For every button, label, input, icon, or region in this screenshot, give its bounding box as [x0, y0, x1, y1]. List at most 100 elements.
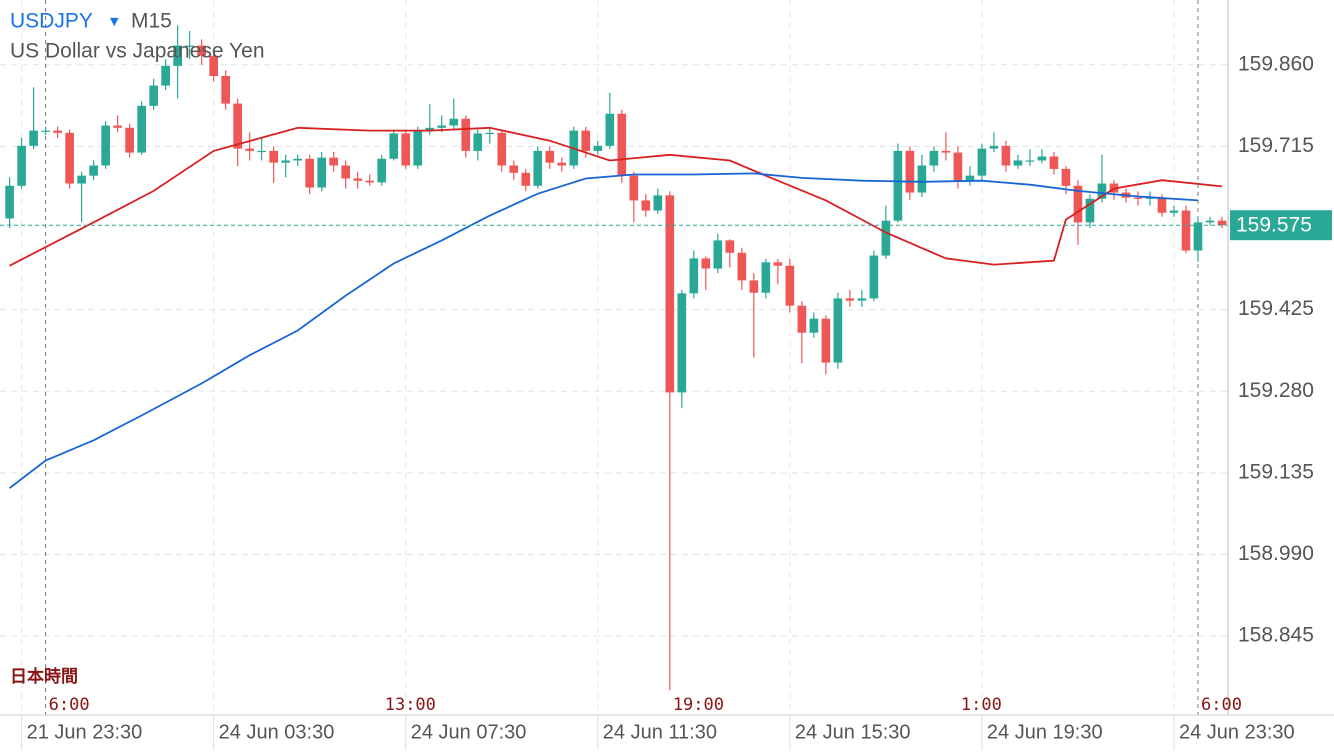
candle-body: [341, 165, 351, 179]
candle-body: [245, 148, 255, 151]
candle-body: [305, 158, 315, 188]
candle-body: [761, 262, 771, 293]
symbol-menu[interactable]: ▾: [110, 11, 119, 30]
candle-body: [221, 76, 230, 104]
x-tick-label: 24 Jun 11:30: [603, 721, 717, 743]
candle-body: [869, 255, 879, 299]
y-tick-label: 159.860: [1238, 52, 1314, 75]
candle-body: [809, 318, 819, 333]
symbol[interactable]: USDJPY: [10, 10, 93, 33]
local-tick-label: 13:00: [385, 695, 436, 715]
candle-body: [377, 158, 387, 183]
moving-average: [9, 172, 1199, 489]
candle-body: [1073, 185, 1083, 223]
candle-body: [737, 252, 747, 281]
candle-body: [425, 127, 435, 131]
candle-body: [749, 280, 759, 293]
candle-body: [65, 132, 74, 184]
candle-body: [1193, 222, 1203, 251]
candle-body: [1001, 145, 1011, 166]
candle-body: [521, 172, 531, 186]
candle-body: [1013, 160, 1023, 166]
candle-body: [1217, 220, 1227, 226]
candle-body: [389, 133, 399, 159]
grid: [0, 0, 1228, 715]
local-tick-label: 19:00: [673, 695, 724, 715]
candle-body: [977, 148, 987, 176]
candle-body: [1205, 220, 1215, 223]
current-price-label: 159.575: [1236, 214, 1312, 237]
candle-body: [1097, 183, 1107, 199]
candle-body: [173, 45, 182, 66]
local-tick-label: 1:00: [961, 695, 1002, 715]
candle-body: [989, 145, 999, 149]
candle-body: [833, 298, 843, 363]
candle-body: [605, 113, 615, 146]
x-tick-label: 24 Jun 23:30: [1179, 721, 1295, 743]
candle-body: [317, 157, 327, 188]
candle-body: [941, 150, 951, 153]
candle-body: [233, 103, 242, 149]
candle-body: [125, 127, 134, 153]
candle-body: [281, 160, 291, 163]
candle-body: [593, 145, 603, 151]
candle-body: [1145, 197, 1155, 199]
candle-body: [113, 125, 122, 128]
candle-body: [149, 85, 158, 106]
candle-body: [689, 258, 699, 294]
current-price-box: [1230, 210, 1332, 241]
chart-title: US Dollar vs Japanese Yen: [10, 40, 265, 63]
candle-body: [1181, 210, 1191, 251]
candle-body: [881, 220, 891, 256]
candle-body: [89, 165, 98, 176]
candle-body: [629, 175, 639, 201]
candle-body: [713, 240, 723, 269]
candle-body: [17, 145, 26, 186]
candle-body: [353, 178, 363, 181]
candle-body: [137, 105, 146, 153]
candle-body: [1085, 198, 1095, 223]
moving-average: [9, 126, 1223, 267]
candle-body: [677, 293, 687, 393]
candle-body: [329, 157, 339, 166]
candle-body: [293, 158, 303, 161]
candle-body: [209, 55, 218, 77]
candle-body: [401, 133, 411, 166]
candle-body: [461, 118, 471, 151]
candle-body: [905, 150, 915, 193]
candle-body: [557, 162, 567, 166]
candle-body: [185, 45, 194, 47]
candle-body: [77, 175, 86, 184]
candle-body: [1037, 156, 1047, 161]
y-tick-label: 158.990: [1238, 542, 1314, 565]
candle-body: [365, 180, 375, 183]
candle-body: [509, 165, 519, 173]
candle-body: [449, 118, 459, 126]
candle-body: [965, 175, 975, 181]
candle-body: [581, 130, 591, 151]
candle-body: [1025, 160, 1035, 162]
candle-body: [485, 132, 495, 135]
candle-body: [641, 200, 651, 211]
y-tick-label: 159.715: [1238, 134, 1314, 157]
candle-body: [917, 165, 927, 193]
candle-body: [845, 298, 855, 301]
local-tick-label: 6:00: [49, 695, 90, 715]
x-tick-label: 24 Jun 19:30: [987, 721, 1103, 743]
candle-body: [653, 195, 663, 211]
candle-body: [701, 258, 711, 269]
x-tick-label: 21 Jun 23:30: [27, 721, 143, 743]
candle-body: [821, 318, 831, 363]
candle-body: [857, 298, 867, 301]
timeframe[interactable]: M15: [131, 10, 172, 33]
y-tick-label: 158.845: [1238, 624, 1314, 647]
candle-body: [1157, 197, 1167, 213]
candle-body: [257, 150, 267, 153]
x-tick-label: 24 Jun 03:30: [219, 721, 335, 743]
candle-body: [53, 130, 62, 133]
candle-body: [893, 150, 903, 221]
candle-body: [773, 262, 783, 266]
candle-body: [1133, 197, 1143, 199]
candle-body: [797, 305, 807, 333]
candle-body: [1061, 168, 1071, 186]
